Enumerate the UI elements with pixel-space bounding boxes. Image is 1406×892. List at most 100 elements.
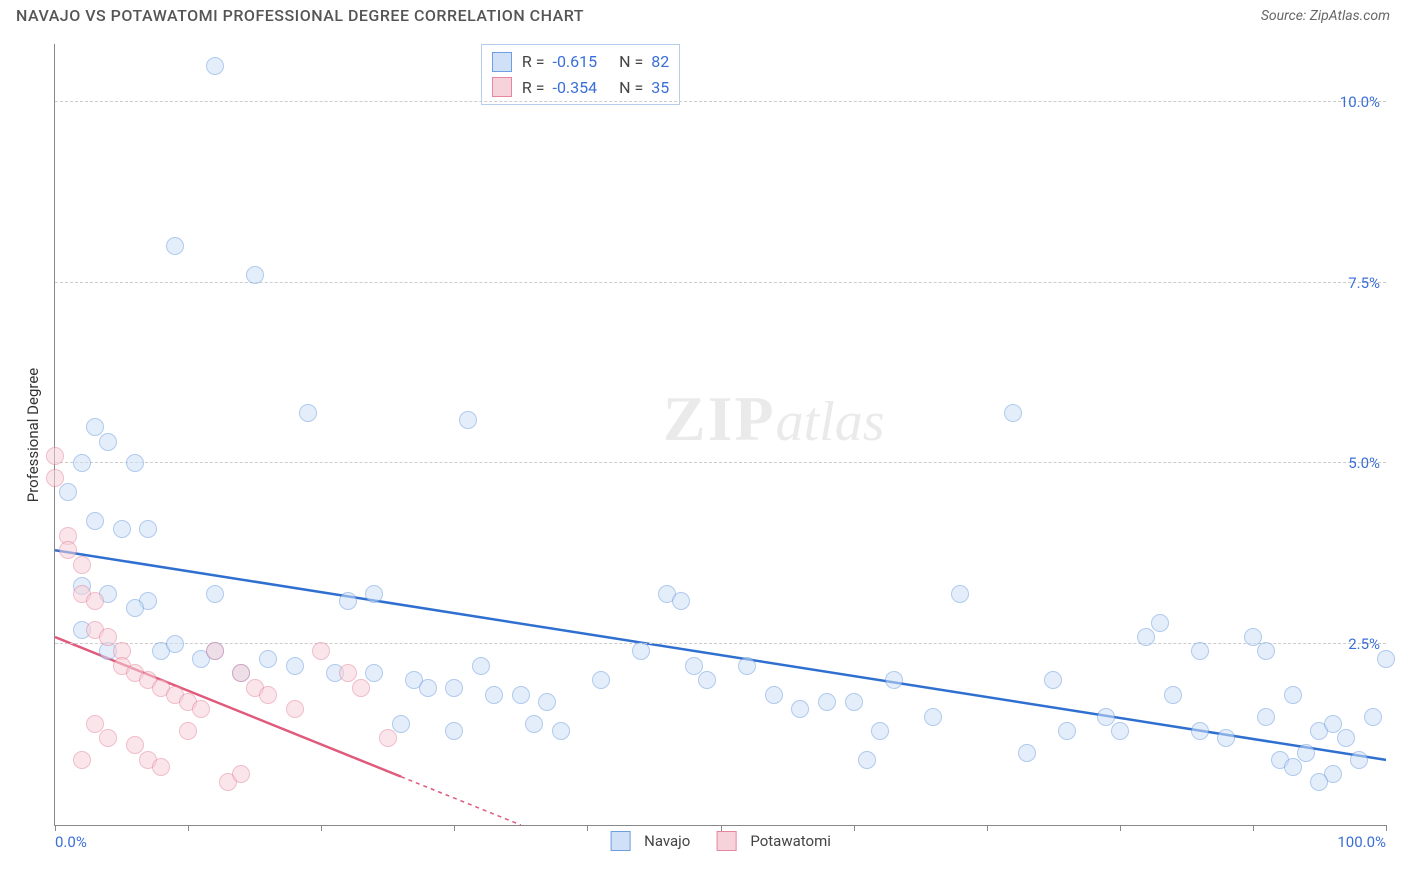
data-point [1284,758,1302,776]
data-point [765,686,783,704]
data-point [232,765,250,783]
data-point [924,708,942,726]
x-tick [987,825,988,831]
data-point [1018,744,1036,762]
legend-swatch [610,831,630,851]
data-point [232,664,250,682]
y-tick-label: 10.0% [1340,93,1380,111]
data-point [259,686,277,704]
data-point [885,671,903,689]
data-point [86,512,104,530]
data-point [312,642,330,660]
data-point [73,556,91,574]
x-tick [854,825,855,831]
data-point [1310,773,1328,791]
data-point [1137,628,1155,646]
data-point [445,722,463,740]
data-point [166,237,184,255]
y-tick-label: 2.5% [1348,635,1380,653]
data-point [99,729,117,747]
data-point [259,650,277,668]
x-tick [55,825,56,831]
data-point [845,693,863,711]
x-tick-label: 0.0% [55,833,87,851]
data-point [286,657,304,675]
data-point [99,628,117,646]
data-point [1004,404,1022,422]
data-point [246,266,264,284]
data-point [1324,715,1342,733]
data-point [365,664,383,682]
data-point [46,447,64,465]
data-point [1217,729,1235,747]
data-point [632,642,650,660]
data-point [99,433,117,451]
series-legend: Navajo Potawatomi [610,831,831,851]
data-point [139,520,157,538]
data-point [685,657,703,675]
data-point [339,592,357,610]
data-point [791,700,809,718]
data-point [86,715,104,733]
data-point [206,642,224,660]
data-point [1044,671,1062,689]
data-point [672,592,690,610]
data-point [166,635,184,653]
data-point [1257,708,1275,726]
data-point [352,679,370,697]
data-point [192,700,210,718]
data-point [126,736,144,754]
data-point [871,722,889,740]
legend-label: Potawatomi [750,832,831,850]
x-tick [1386,825,1387,831]
data-point [392,715,410,733]
data-point [525,715,543,733]
data-point [858,751,876,769]
data-point [86,592,104,610]
data-point [419,679,437,697]
plot-area: Professional Degree ZIPatlas R = -0.615N… [54,44,1386,826]
watermark: ZIPatlas [663,382,885,456]
data-point [538,693,556,711]
source-attribution: Source: ZipAtlas.com [1261,8,1390,24]
y-axis-label: Professional Degree [24,367,42,502]
data-point [1257,642,1275,660]
data-point [73,454,91,472]
data-point [1191,722,1209,740]
data-point [1191,642,1209,660]
data-point [46,469,64,487]
chart-title: NAVAJO VS POTAWATOMI PROFESSIONAL DEGREE… [16,6,584,25]
data-point [951,585,969,603]
x-tick [321,825,322,831]
x-tick-label: 100.0% [1337,833,1386,851]
x-tick [454,825,455,831]
data-point [152,758,170,776]
data-point [86,418,104,436]
legend-swatch [492,77,512,97]
data-point [365,585,383,603]
legend-item: Navajo [610,831,690,851]
correlation-row: R = -0.354N = 35 [492,75,669,101]
data-point [113,520,131,538]
data-point [179,722,197,740]
y-tick-label: 7.5% [1348,274,1380,292]
data-point [1097,708,1115,726]
data-point [1058,722,1076,740]
x-tick [721,825,722,831]
x-tick [1120,825,1121,831]
correlation-legend: R = -0.615N = 82R = -0.354N = 35 [481,44,680,105]
data-point [512,686,530,704]
data-point [1350,751,1368,769]
gridline [55,643,1386,644]
gridline [55,101,1386,102]
data-point [59,541,77,559]
gridline [55,462,1386,463]
data-point [1244,628,1262,646]
data-point [126,599,144,617]
data-point [126,454,144,472]
data-point [1111,722,1129,740]
data-point [485,686,503,704]
data-point [206,57,224,75]
trend-lines [55,44,1386,825]
legend-label: Navajo [644,832,690,850]
